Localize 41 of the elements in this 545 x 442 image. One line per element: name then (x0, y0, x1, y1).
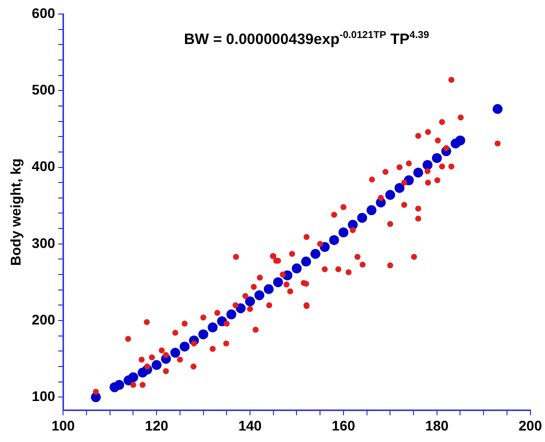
x-tick-label: 160 (332, 417, 356, 434)
y-tick-label: 500 (32, 81, 56, 98)
x-tick-label: 180 (425, 417, 449, 434)
y-tick-label: 100 (32, 388, 56, 404)
y-tick-label: 400 (32, 158, 56, 174)
point (170, 348, 180, 358)
point (180, 342, 190, 352)
point (273, 277, 284, 288)
point (310, 248, 320, 259)
point (152, 360, 162, 370)
y-tick-label: 200 (32, 311, 56, 328)
x-tick-label: 120 (144, 417, 168, 434)
point (492, 104, 503, 114)
y-tick-label: 600 (32, 4, 56, 21)
point (208, 322, 218, 332)
point (264, 284, 274, 294)
point (245, 296, 256, 306)
point (292, 263, 302, 274)
point (357, 212, 368, 223)
point (432, 153, 442, 164)
point (329, 235, 340, 246)
y-axis-title: Body weight, kg (7, 158, 24, 266)
text: BW = 0.000000439exp$^{-0.0121TP}$ TP$^{4.39}$ (182, 30, 430, 48)
point (128, 372, 138, 382)
point (254, 290, 264, 300)
point (366, 205, 376, 216)
point (338, 227, 348, 238)
point (198, 329, 208, 340)
point (385, 190, 396, 200)
x-tick-label: 100 (51, 417, 76, 434)
point (226, 309, 236, 320)
x-tick-label: 140 (238, 417, 262, 434)
point (114, 380, 124, 390)
point (455, 135, 466, 146)
point (422, 160, 433, 170)
point (413, 168, 424, 178)
point (236, 303, 246, 314)
point (301, 256, 312, 267)
point (394, 182, 405, 193)
y-tick-label: 300 (32, 234, 56, 251)
x-tick-label: 200 (518, 417, 542, 434)
